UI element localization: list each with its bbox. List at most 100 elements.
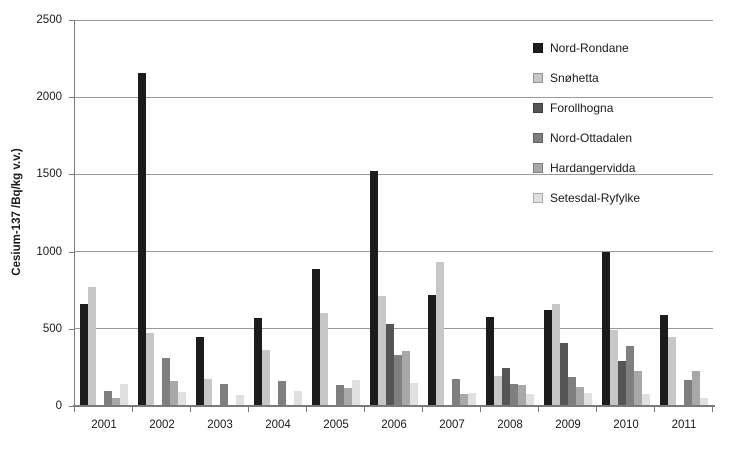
bar-2009-setesdal-ryfylke xyxy=(584,392,592,406)
gridline-2500 xyxy=(75,19,713,21)
bar-group-2003 xyxy=(191,20,249,406)
x-tick-label-2004: 2004 xyxy=(265,419,291,431)
y-tick-label-1000: 1000 xyxy=(36,245,62,258)
bar-2007-nord-rondane xyxy=(428,294,436,406)
legend-swatch-icon xyxy=(533,73,543,83)
bar-group-2008 xyxy=(481,20,539,406)
bar-group-2009 xyxy=(539,20,597,406)
bar-group-2005 xyxy=(307,20,365,406)
x-tick-label-2007: 2007 xyxy=(439,419,465,431)
bar-2006-nord-rondane xyxy=(370,171,378,406)
bar-2002-hardangervidda xyxy=(170,381,178,406)
bar-2006-nord-ottadalen xyxy=(394,355,402,406)
legend-label: Hardangervidda xyxy=(550,161,636,175)
legend-label: Nord-Rondane xyxy=(550,41,629,55)
bar-2010-sn-hetta xyxy=(610,330,618,406)
x-tick-label-2001: 2001 xyxy=(91,419,117,431)
y-tick-label-0: 0 xyxy=(55,400,62,412)
bar-2009-nord-rondane xyxy=(544,310,552,406)
bar-2002-sn-hetta xyxy=(146,333,154,406)
legend-item-sn-hetta: Snøhetta xyxy=(533,71,599,85)
y-tick-mark xyxy=(69,328,74,330)
bar-2005-hardangervidda xyxy=(344,388,352,406)
x-tick-mark xyxy=(538,407,539,412)
plot-area xyxy=(75,19,713,406)
bar-2002-nord-ottadalen xyxy=(162,358,170,406)
bar-group-2006 xyxy=(365,20,423,406)
bar-group-2010 xyxy=(597,20,655,406)
gridline-2000 xyxy=(75,96,713,98)
bar-group-2004 xyxy=(249,20,307,406)
bar-2006-sn-hetta xyxy=(378,296,386,406)
bar-2004-setesdal-ryfylke xyxy=(294,390,302,406)
bar-2001-hardangervidda xyxy=(112,397,120,406)
bar-2010-nord-rondane xyxy=(602,251,610,406)
bar-group-2007 xyxy=(423,20,481,406)
legend-swatch-icon xyxy=(533,43,543,53)
bar-2009-nord-ottadalen xyxy=(568,377,576,406)
bar-2006-hardangervidda xyxy=(402,351,410,406)
bar-2009-forollhogna xyxy=(560,342,568,406)
bar-2007-setesdal-ryfylke xyxy=(468,392,476,406)
bar-2008-forollhogna xyxy=(502,368,510,406)
bar-group-2011 xyxy=(655,20,713,406)
bar-2005-nord-ottadalen xyxy=(336,385,344,406)
legend-label: Setesdal-Ryfylke xyxy=(550,191,641,205)
bar-2007-nord-ottadalen xyxy=(452,378,460,406)
bar-2002-setesdal-ryfylke xyxy=(178,392,186,406)
bar-2003-setesdal-ryfylke xyxy=(236,395,244,406)
bar-2010-setesdal-ryfylke xyxy=(642,393,650,406)
legend-item-forollhogna: Forollhogna xyxy=(533,101,613,115)
bar-group-2001 xyxy=(75,20,133,406)
gridline-1500 xyxy=(75,173,713,175)
bar-2007-hardangervidda xyxy=(460,393,468,406)
y-tick-label-1500: 1500 xyxy=(36,168,62,181)
x-tick-label-2005: 2005 xyxy=(323,419,349,431)
y-tick-label-500: 500 xyxy=(42,322,62,335)
y-tick-mark xyxy=(69,97,74,99)
bar-2008-hardangervidda xyxy=(518,385,526,406)
x-tick-label-2008: 2008 xyxy=(497,419,523,431)
bar-2011-setesdal-ryfylke xyxy=(700,398,708,406)
x-tick-mark xyxy=(74,407,75,412)
bar-2001-nord-ottadalen xyxy=(104,390,112,406)
bar-2011-nord-rondane xyxy=(660,314,668,406)
y-tick-mark xyxy=(69,174,74,176)
x-tick-mark xyxy=(712,407,713,412)
bar-2008-setesdal-ryfylke xyxy=(526,393,534,406)
legend-swatch-icon xyxy=(533,163,543,173)
bar-2010-forollhogna xyxy=(618,361,626,406)
x-tick-mark xyxy=(422,407,423,412)
x-tick-mark xyxy=(306,407,307,412)
legend-label: Nord-Ottadalen xyxy=(550,131,633,145)
bar-2007-sn-hetta xyxy=(436,262,444,406)
bar-2006-forollhogna xyxy=(386,324,394,406)
legend-swatch-icon xyxy=(533,193,543,203)
bar-2001-sn-hetta xyxy=(88,287,96,406)
bar-2001-nord-rondane xyxy=(80,304,88,406)
bar-2003-nord-rondane xyxy=(196,336,204,406)
bar-2004-nord-ottadalen xyxy=(278,380,286,406)
bar-2002-nord-rondane xyxy=(138,72,146,406)
bar-2005-sn-hetta xyxy=(320,313,328,406)
legend-item-setesdal-ryfylke: Setesdal-Ryfylke xyxy=(533,191,640,205)
bar-2005-setesdal-ryfylke xyxy=(352,379,360,406)
x-tick-label-2011: 2011 xyxy=(671,419,697,431)
bar-2008-nord-ottadalen xyxy=(510,383,518,406)
y-axis-line xyxy=(74,20,75,406)
bar-2008-nord-rondane xyxy=(486,317,494,406)
legend-swatch-icon xyxy=(533,103,543,113)
x-tick-label-2009: 2009 xyxy=(555,419,581,431)
x-tick-label-2003: 2003 xyxy=(207,419,233,431)
y-tick-mark xyxy=(69,251,74,253)
x-axis-line xyxy=(73,405,715,407)
y-tick-label-2000: 2000 xyxy=(36,91,62,104)
bar-2003-sn-hetta xyxy=(204,378,212,406)
bar-2001-setesdal-ryfylke xyxy=(120,384,128,406)
x-tick-label-2010: 2010 xyxy=(613,419,639,431)
x-tick-mark xyxy=(596,407,597,412)
bar-2010-hardangervidda xyxy=(634,370,642,406)
x-tick-mark xyxy=(654,407,655,412)
bar-2009-hardangervidda xyxy=(576,386,584,406)
